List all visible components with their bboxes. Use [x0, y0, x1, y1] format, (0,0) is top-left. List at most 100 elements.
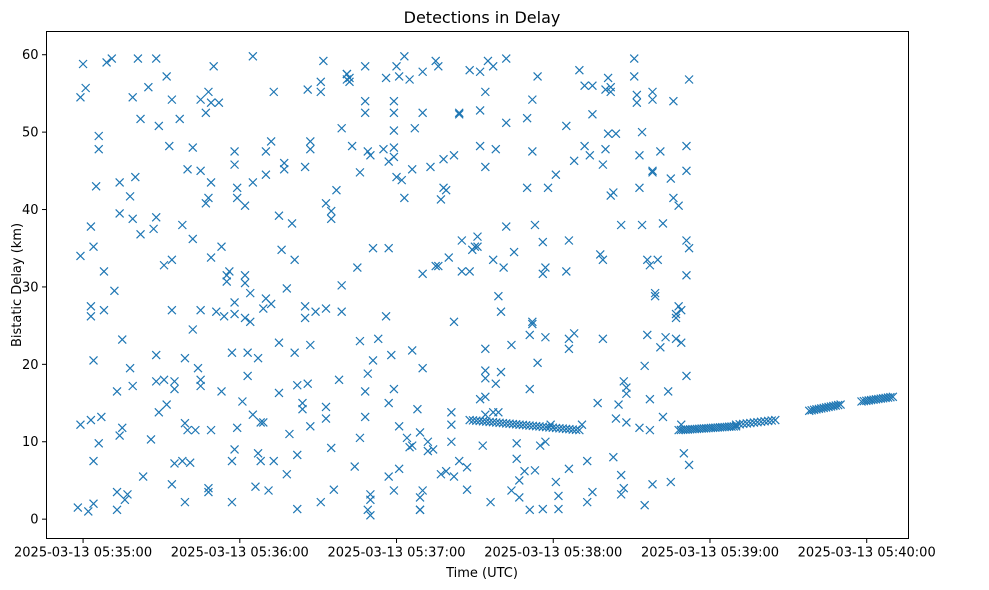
data-point: [337, 280, 347, 290]
data-point: [446, 420, 456, 430]
data-point: [569, 156, 579, 166]
data-point: [193, 363, 203, 373]
data-point: [151, 376, 161, 386]
data-point: [588, 487, 597, 497]
data-point: [616, 489, 626, 499]
x-tick-label: 2025-03-13 05:39:00: [641, 546, 779, 561]
data-point: [177, 456, 187, 466]
data-point: [525, 505, 535, 515]
data-point: [167, 255, 177, 265]
data-point: [431, 261, 441, 271]
data-point: [407, 164, 417, 174]
data-point: [196, 381, 206, 391]
data-point: [742, 419, 752, 428]
data-point: [611, 129, 621, 139]
data-point: [224, 267, 234, 276]
data-point: [637, 127, 647, 137]
data-point: [666, 477, 676, 487]
data-point: [561, 267, 571, 276]
data-point: [248, 51, 258, 61]
data-point: [475, 394, 485, 404]
x-tick-label: 2025-03-13 05:35:00: [14, 546, 152, 561]
data-point: [230, 147, 239, 156]
data-point: [663, 387, 673, 396]
data-point: [423, 437, 433, 447]
data-point: [316, 87, 326, 97]
data-point: [183, 164, 192, 174]
data-point: [316, 77, 326, 87]
data-point: [115, 208, 125, 218]
data-point: [365, 150, 375, 160]
data-point: [410, 123, 420, 133]
data-point: [684, 460, 694, 470]
data-point: [389, 152, 399, 162]
y-tick-label: 60: [22, 48, 39, 63]
data-point: [345, 73, 354, 83]
data-point: [120, 495, 130, 505]
data-point: [593, 398, 603, 408]
data-point: [418, 486, 428, 495]
data-point: [629, 71, 639, 81]
data-point: [227, 456, 237, 466]
data-point: [493, 291, 503, 301]
data-point: [269, 87, 279, 97]
data-point: [167, 479, 177, 489]
data-point: [415, 428, 425, 437]
data-point: [159, 375, 169, 385]
data-point: [99, 267, 109, 276]
data-point: [621, 417, 631, 427]
data-point: [94, 438, 104, 448]
data-point: [561, 121, 571, 131]
data-point: [671, 334, 681, 344]
data-point: [753, 417, 762, 427]
data-point: [501, 222, 511, 231]
data-point: [666, 174, 676, 183]
data-point: [603, 129, 613, 139]
data-point: [480, 373, 490, 383]
data-point: [311, 307, 320, 317]
data-point: [352, 263, 362, 273]
data-point: [491, 379, 501, 389]
data-point: [201, 108, 211, 118]
data-point: [635, 423, 644, 433]
data-point: [347, 141, 357, 151]
data-point: [243, 348, 253, 358]
data-point: [444, 253, 454, 262]
data-point: [394, 71, 404, 81]
data-point: [365, 489, 375, 499]
data-point: [133, 54, 143, 64]
data-point: [290, 348, 300, 358]
data-point: [648, 166, 657, 176]
data-point: [415, 505, 425, 515]
data-point: [274, 211, 284, 221]
data-point: [305, 340, 315, 350]
x-axis-label: Time (UTC): [445, 566, 518, 581]
data-point: [363, 505, 373, 515]
data-point: [676, 338, 686, 348]
data-point: [384, 243, 394, 253]
data-point: [640, 361, 650, 371]
data-point: [621, 383, 631, 392]
data-point: [384, 398, 394, 408]
data-point: [170, 376, 179, 386]
data-point: [245, 288, 255, 298]
data-point: [648, 87, 657, 97]
data-point: [300, 313, 310, 323]
data-point: [290, 255, 300, 265]
data-point: [151, 212, 161, 222]
data-point: [232, 423, 242, 433]
data-point: [360, 108, 370, 118]
data-point: [266, 136, 276, 146]
data-point: [266, 299, 276, 309]
data-point: [454, 108, 464, 118]
data-point: [279, 158, 289, 168]
data-point: [167, 95, 177, 105]
data-point: [749, 418, 759, 428]
data-point: [648, 167, 657, 177]
data-point: [650, 288, 660, 298]
data-point: [433, 61, 443, 71]
data-point: [735, 419, 745, 429]
data-point: [298, 404, 307, 414]
data-point: [230, 445, 239, 454]
data-point: [574, 425, 584, 435]
